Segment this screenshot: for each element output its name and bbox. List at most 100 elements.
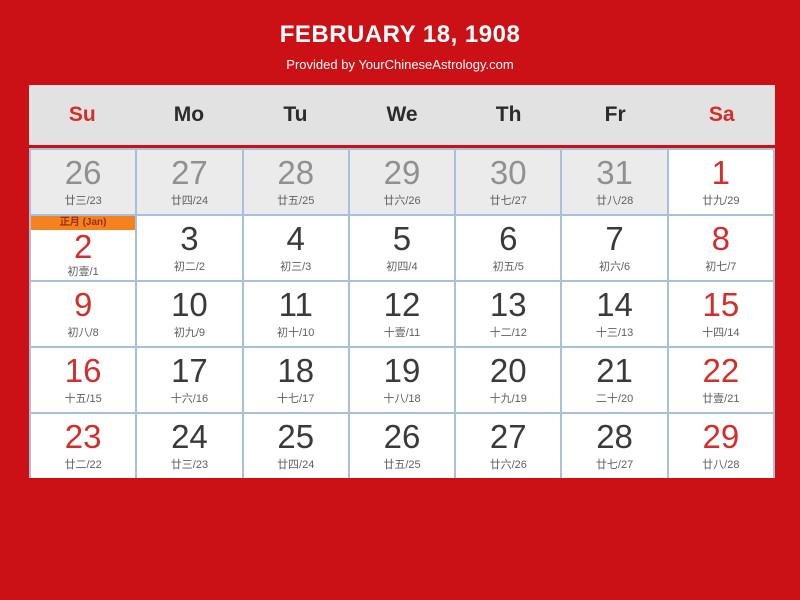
lunar-label: 十七/17 — [277, 393, 315, 405]
day-cell-21[interactable]: 21 二十/20 — [560, 346, 667, 412]
day-cell-7[interactable]: 7 初六/6 — [560, 214, 667, 280]
day-number: 8 — [711, 219, 730, 257]
lunar-label: 十六/16 — [170, 393, 209, 405]
day-cell-27[interactable]: 27 廿六/26 — [454, 412, 561, 478]
day-number: 30 — [489, 153, 527, 191]
day-number: 2 — [73, 228, 93, 265]
day-number: 11 — [278, 285, 313, 323]
weekday-th: Th — [495, 103, 522, 126]
day-number: 29 — [383, 153, 421, 191]
weekday-tu: Tu — [283, 103, 308, 126]
day-number: 29 — [702, 417, 740, 455]
day-number: 28 — [596, 417, 633, 455]
day-cell-29[interactable]: 29 廿六/26 — [347, 148, 455, 214]
lunar-label: 廿九/29 — [702, 195, 740, 207]
lunar-label: 十四/14 — [702, 327, 740, 339]
day-number: 26 — [383, 417, 421, 455]
day-cell-11[interactable]: 11 初十/10 — [241, 280, 348, 346]
day-cell-15[interactable]: 15 十四/14 — [666, 280, 775, 346]
day-number: 12 — [383, 285, 421, 323]
day-number: 15 — [702, 285, 740, 323]
weekday-row: Su Mo Tu We Th Fr Sa — [29, 85, 775, 145]
day-cell-28[interactable]: 28 廿七/27 — [560, 412, 667, 478]
week-row: 正月 (Jan) 2 初壹/1 3 初二/2 4 初三/3 5 初四/4 6 初五/5 7 初六/6 8 初… — [29, 214, 775, 280]
lunar-label: 廿五/25 — [383, 459, 421, 471]
day-cell-1[interactable]: 1 廿九/29 — [666, 148, 775, 214]
day-cell-9[interactable]: 9 初八/8 — [29, 280, 136, 346]
calendar-grid: 26 廿三/23 27 廿四/24 28 廿五/25 29 廿六/26 30 廿七/27 31 廿八/… — [29, 148, 775, 478]
day-number: 14 — [596, 285, 633, 323]
day-number: 18 — [277, 351, 315, 389]
week-row: 16 十五/15 17 十六/16 18 十七/17 19 十八/18 20 十九/19 21 二十/… — [29, 346, 775, 412]
lunar-label: 廿三/23 — [170, 459, 209, 471]
day-cell-18[interactable]: 18 十七/17 — [241, 346, 348, 412]
day-number: 25 — [277, 417, 315, 455]
day-cell-29[interactable]: 29 廿八/28 — [666, 412, 775, 478]
day-number: 4 — [286, 219, 305, 257]
day-cell-13[interactable]: 13 十二/12 — [454, 280, 561, 346]
day-cell-12[interactable]: 12 十壹/11 — [347, 280, 455, 346]
lunar-label: 初三/3 — [280, 261, 312, 273]
lunar-label: 廿七/27 — [595, 459, 634, 471]
weekday-fr: Fr — [604, 103, 626, 126]
week-row: 26 廿三/23 27 廿四/24 28 廿五/25 29 廿六/26 30 廿七/27 31 廿八/… — [29, 148, 775, 214]
day-number: 23 — [64, 417, 102, 455]
day-cell-28[interactable]: 28 廿五/25 — [241, 148, 348, 214]
day-cell-14[interactable]: 14 十三/13 — [560, 280, 667, 346]
day-cell-22[interactable]: 22 廿壹/21 — [666, 346, 775, 412]
lunar-label: 初四/4 — [386, 261, 418, 273]
day-number: 16 — [64, 351, 102, 389]
lunar-label: 廿四/24 — [170, 195, 209, 207]
day-cell-6[interactable]: 6 初五/5 — [454, 214, 561, 280]
day-cell-19[interactable]: 19 十八/18 — [347, 346, 455, 412]
day-cell-3[interactable]: 3 初二/2 — [135, 214, 242, 280]
day-cell-31[interactable]: 31 廿八/28 — [560, 148, 667, 214]
lunar-label: 廿六/26 — [489, 459, 527, 471]
lunar-label: 十壹/11 — [383, 327, 421, 339]
lunar-label: 初六/6 — [598, 261, 631, 273]
day-cell-8[interactable]: 8 初七/7 — [666, 214, 775, 280]
day-cell-23[interactable]: 23 廿二/22 — [29, 412, 136, 478]
week-row: 9 初八/8 10 初九/9 11 初十/10 12 十壹/11 13 十二/12 14 十三/13 1… — [29, 280, 775, 346]
weekday-sa: Sa — [708, 103, 735, 126]
day-cell-26[interactable]: 26 廿三/23 — [29, 148, 136, 214]
lunar-label: 初二/2 — [173, 261, 206, 273]
day-cell-5[interactable]: 5 初四/4 — [347, 214, 455, 280]
day-cell-2[interactable]: 正月 (Jan) 2 初壹/1 — [29, 214, 136, 280]
lunar-label: 二十/20 — [595, 393, 634, 405]
day-number: 26 — [64, 153, 102, 191]
lunar-label: 廿八/28 — [595, 195, 634, 207]
day-number: 3 — [180, 219, 199, 257]
lunar-label: 廿七/27 — [489, 195, 527, 207]
lunar-label: 初十/10 — [277, 327, 315, 339]
day-cell-27[interactable]: 27 廿四/24 — [135, 148, 242, 214]
day-cell-16[interactable]: 16 十五/15 — [29, 346, 136, 412]
lunar-label: 初五/5 — [492, 261, 524, 273]
day-number: 17 — [171, 351, 208, 389]
lunar-label: 十八/18 — [383, 393, 421, 405]
day-cell-24[interactable]: 24 廿三/23 — [135, 412, 242, 478]
lunar-label: 初九/9 — [173, 327, 206, 339]
day-cell-17[interactable]: 17 十六/16 — [135, 346, 242, 412]
lunar-label: 廿五/25 — [277, 195, 315, 207]
day-number: 24 — [171, 417, 208, 455]
day-number: 19 — [383, 351, 421, 389]
weekday-mo: Mo — [173, 103, 205, 126]
day-cell-10[interactable]: 10 初九/9 — [135, 280, 242, 346]
day-cell-26[interactable]: 26 廿五/25 — [347, 412, 455, 478]
day-number: 27 — [489, 417, 527, 455]
day-cell-20[interactable]: 20 十九/19 — [454, 346, 561, 412]
day-number: 27 — [171, 153, 208, 191]
day-cell-30[interactable]: 30 廿七/27 — [454, 148, 561, 214]
lunar-label: 廿三/23 — [64, 195, 102, 207]
lunar-label: 廿二/22 — [64, 459, 102, 471]
provider-credit: Provided by YourChineseAstrology.com — [286, 57, 514, 72]
day-number: 31 — [596, 153, 633, 191]
day-number: 22 — [702, 351, 740, 389]
day-cell-25[interactable]: 25 廿四/24 — [241, 412, 348, 478]
lunar-month-badge: 正月 (Jan) — [31, 216, 136, 230]
day-cell-4[interactable]: 4 初三/3 — [241, 214, 348, 280]
lunar-label: 廿六/26 — [383, 195, 421, 207]
day-number: 6 — [499, 219, 518, 257]
